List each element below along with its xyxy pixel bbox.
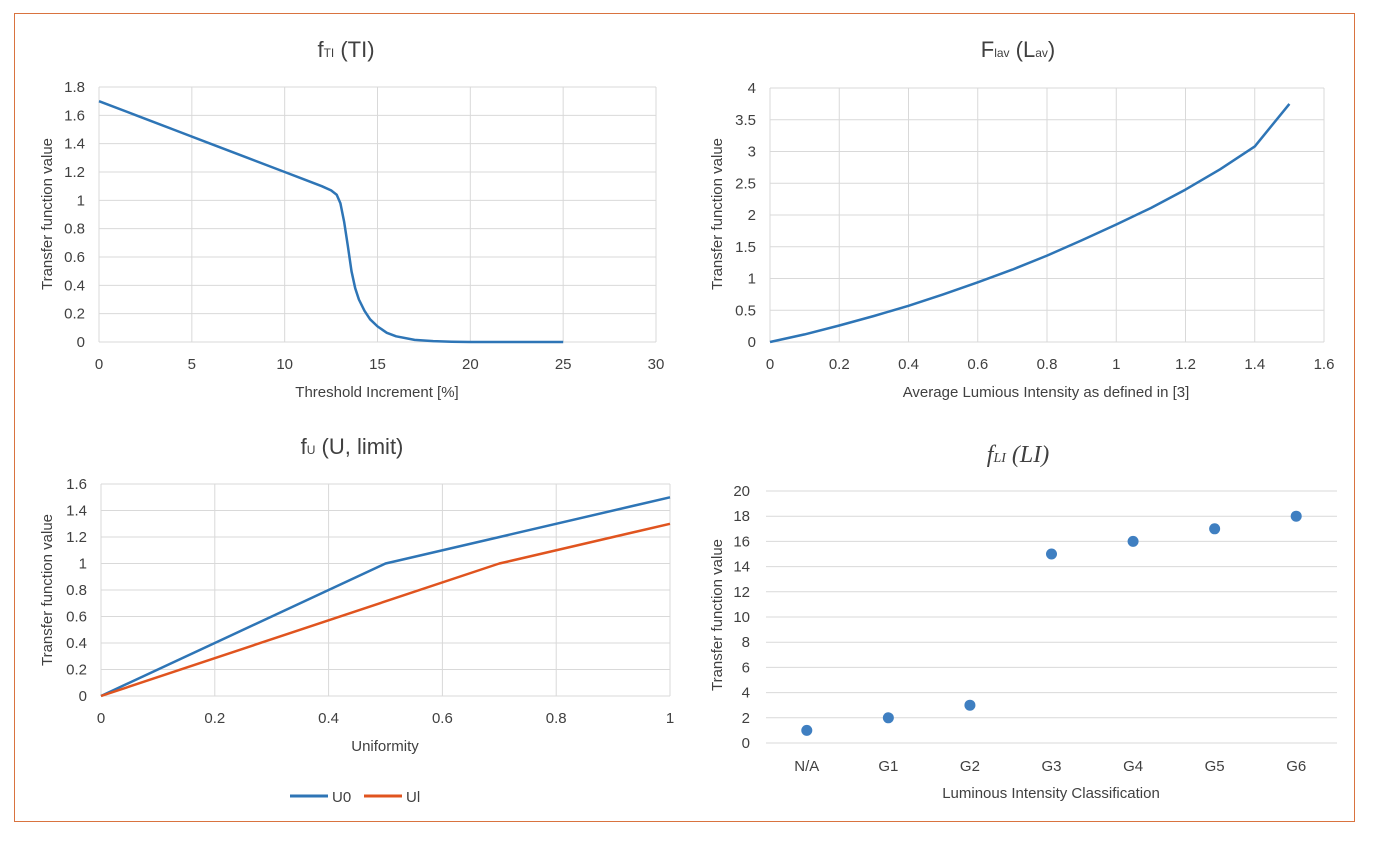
y-tick-label: 1.2 <box>66 529 87 546</box>
x-tick-label: G1 <box>878 758 898 775</box>
x-tick-label: 0.6 <box>432 710 453 727</box>
data-point <box>964 699 976 711</box>
y-tick-label: 10 <box>733 609 750 626</box>
y-tick-label: 1.8 <box>64 79 85 96</box>
y-tick-label: 0.2 <box>66 662 87 679</box>
legend: U0 Ul <box>290 789 420 806</box>
y-axis-label: Transfer function value <box>709 539 726 691</box>
x-tick-label: 0 <box>97 710 105 727</box>
y-tick-label: 1.2 <box>64 164 85 181</box>
chart-fLI: fLI (LI) 0 2 4 6 8 10 12 14 16 18 20 N/A G1 G2 G3 G4 G5 G… <box>709 442 1337 802</box>
y-axis-label: Transfer function value <box>39 514 56 666</box>
x-tick-label: 25 <box>555 356 572 373</box>
chart-Flav: Flav (Lav) 0 0.5 1 1.5 2 2.5 3 3.5 4 0 0.2 0.4 0.6 0.… <box>709 37 1335 401</box>
y-tick-label: 0 <box>748 334 756 351</box>
y-tick-label: 18 <box>733 508 750 525</box>
data-point <box>1127 535 1139 547</box>
y-tick-label: 2.5 <box>735 175 756 192</box>
y-tick-label: 3 <box>748 144 756 161</box>
y-tick-label: 0.8 <box>64 221 85 238</box>
x-tick-label: 0.8 <box>546 710 567 727</box>
series-line-Ul <box>100 522 671 698</box>
series-line-U0 <box>100 496 671 698</box>
y-tick-label: 0.2 <box>64 306 85 323</box>
y-tick-label: 1 <box>79 556 87 573</box>
y-tick-label: 0.6 <box>64 249 85 266</box>
y-tick-label: 4 <box>748 80 756 97</box>
x-tick-label: G2 <box>960 758 980 775</box>
x-tick-label: 0.2 <box>829 356 850 373</box>
y-tick-label: 20 <box>733 483 750 500</box>
y-tick-label: 6 <box>742 659 750 676</box>
x-tick-label: 1 <box>1112 356 1120 373</box>
x-axis-label: Threshold Increment [%] <box>295 384 458 401</box>
x-tick-label: 5 <box>188 356 196 373</box>
x-tick-label: 0 <box>766 356 774 373</box>
chart-title: fLI (LI) <box>987 442 1049 468</box>
x-tick-label: 0.4 <box>898 356 919 373</box>
y-tick-label: 3.5 <box>735 112 756 129</box>
y-tick-label: 0 <box>77 334 85 351</box>
y-tick-label: 1.5 <box>735 239 756 256</box>
figure-frame <box>14 13 1355 822</box>
y-tick-label: 4 <box>742 685 750 702</box>
x-tick-label: 10 <box>276 356 293 373</box>
y-tick-label: 14 <box>733 559 750 576</box>
x-tick-label: 1 <box>666 710 674 727</box>
y-tick-label: 2 <box>742 710 750 727</box>
data-point <box>1290 510 1302 522</box>
y-axis-label: Transfer function value <box>709 138 726 290</box>
y-tick-label: 0.6 <box>66 609 87 626</box>
x-tick-label: N/A <box>794 758 819 775</box>
data-point <box>801 724 813 736</box>
y-tick-label: 1 <box>77 192 85 209</box>
y-tick-label: 0 <box>742 735 750 752</box>
chart-fU: fU (U, limit) 0 0.2 0.4 0.6 0.8 1 1.2 1.4 1.6 0 0.… <box>39 434 674 806</box>
x-tick-label: 1.2 <box>1175 356 1196 373</box>
data-point <box>882 712 894 724</box>
x-axis-label: Luminous Intensity Classification <box>942 785 1160 802</box>
y-tick-label: 16 <box>733 533 750 550</box>
x-tick-label: 0.4 <box>318 710 339 727</box>
y-tick-label: 1.6 <box>66 476 87 493</box>
chart-title: fTI (TI) <box>317 37 374 62</box>
chart-title: fU (U, limit) <box>301 434 404 459</box>
x-tick-label: G5 <box>1205 758 1225 775</box>
x-tick-label: G4 <box>1123 758 1143 775</box>
y-tick-label: 0 <box>79 688 87 705</box>
x-tick-label: 30 <box>648 356 665 373</box>
y-tick-label: 1.4 <box>64 136 85 153</box>
legend-label-Ul: Ul <box>406 789 420 806</box>
x-tick-label: 1.4 <box>1244 356 1265 373</box>
data-point <box>1209 523 1221 535</box>
x-tick-label: 15 <box>369 356 386 373</box>
x-tick-label: 0.2 <box>204 710 225 727</box>
x-tick-label: G6 <box>1286 758 1306 775</box>
series-line <box>769 103 1291 344</box>
x-tick-label: 1.6 <box>1314 356 1335 373</box>
y-tick-label: 0.5 <box>735 302 756 319</box>
y-tick-label: 2 <box>748 207 756 224</box>
x-axis-label: Uniformity <box>351 738 419 755</box>
data-point <box>1046 548 1057 560</box>
series-line <box>98 100 564 344</box>
y-tick-label: 0.4 <box>66 635 87 652</box>
y-tick-label: 0.4 <box>64 277 85 294</box>
y-axis-label: Transfer function value <box>39 138 56 290</box>
chart-title: Flav (Lav) <box>981 37 1056 62</box>
y-tick-label: 12 <box>733 584 750 601</box>
y-tick-label: 1 <box>748 271 756 288</box>
x-tick-label: 0 <box>95 356 103 373</box>
x-axis-label: Average Lumious Intensity as defined in … <box>903 384 1190 401</box>
y-tick-label: 0.8 <box>66 582 87 599</box>
x-tick-label: 0.6 <box>967 356 988 373</box>
x-tick-label: 20 <box>462 356 479 373</box>
x-tick-label: 0.8 <box>1037 356 1058 373</box>
y-tick-label: 1.6 <box>64 107 85 124</box>
x-tick-label: G3 <box>1041 758 1061 775</box>
y-tick-label: 1.4 <box>66 503 87 520</box>
y-tick-label: 8 <box>742 634 750 651</box>
legend-label-U0: U0 <box>332 789 351 806</box>
chart-fTI: fTI (TI) 0 0.2 0.4 0.6 0.8 1 1.2 1.4 1.6 1.8 0 5 10 1… <box>39 37 665 401</box>
